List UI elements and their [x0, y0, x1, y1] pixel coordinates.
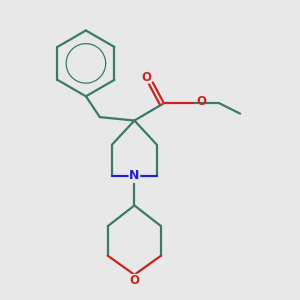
- Text: N: N: [129, 169, 140, 182]
- Text: O: O: [142, 71, 152, 84]
- Text: O: O: [196, 95, 206, 108]
- Text: O: O: [129, 274, 140, 287]
